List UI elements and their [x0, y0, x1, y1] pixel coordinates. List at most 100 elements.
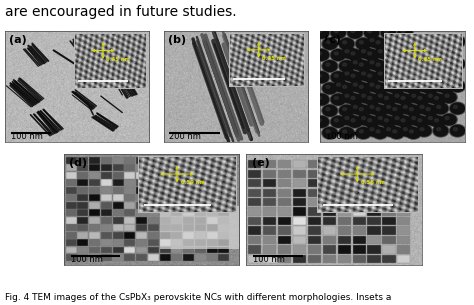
Circle shape: [425, 92, 439, 103]
Bar: [136, 217, 147, 224]
Circle shape: [340, 38, 354, 49]
Bar: [207, 224, 218, 231]
Circle shape: [414, 49, 430, 61]
Circle shape: [442, 114, 456, 125]
Circle shape: [364, 71, 380, 84]
Bar: [89, 224, 100, 231]
Circle shape: [420, 61, 424, 64]
Bar: [160, 202, 171, 209]
Bar: [136, 239, 147, 246]
Circle shape: [391, 69, 407, 81]
Circle shape: [437, 61, 441, 64]
Circle shape: [359, 63, 363, 66]
Bar: [89, 239, 100, 246]
Circle shape: [331, 72, 345, 83]
Circle shape: [362, 72, 365, 75]
Circle shape: [450, 59, 465, 69]
Circle shape: [416, 124, 432, 137]
Circle shape: [322, 38, 338, 50]
Bar: [397, 236, 410, 244]
Bar: [293, 170, 306, 178]
Circle shape: [441, 113, 457, 126]
Bar: [89, 157, 100, 164]
Bar: [160, 157, 171, 164]
Bar: [383, 188, 395, 197]
Circle shape: [401, 96, 405, 99]
Circle shape: [368, 119, 372, 122]
Circle shape: [367, 125, 381, 136]
Bar: [219, 179, 229, 186]
Bar: [293, 179, 306, 187]
Bar: [77, 164, 88, 171]
Circle shape: [442, 47, 456, 58]
Circle shape: [364, 27, 380, 39]
Bar: [219, 164, 229, 171]
Circle shape: [364, 93, 380, 106]
Bar: [148, 217, 159, 224]
Circle shape: [422, 60, 438, 72]
Circle shape: [322, 60, 338, 72]
Circle shape: [348, 72, 362, 83]
Bar: [89, 246, 100, 253]
Circle shape: [430, 71, 447, 84]
Circle shape: [338, 127, 355, 139]
Circle shape: [337, 83, 340, 86]
Circle shape: [372, 127, 388, 139]
Bar: [101, 254, 112, 261]
Circle shape: [375, 70, 389, 81]
Circle shape: [348, 50, 362, 60]
Bar: [160, 231, 171, 239]
Circle shape: [330, 27, 346, 39]
Circle shape: [341, 113, 357, 126]
Bar: [101, 194, 112, 201]
Bar: [207, 217, 218, 224]
Bar: [353, 217, 366, 225]
Circle shape: [348, 94, 362, 105]
Circle shape: [318, 96, 321, 99]
Circle shape: [330, 71, 346, 84]
Circle shape: [318, 30, 321, 33]
Circle shape: [334, 30, 338, 33]
Bar: [101, 239, 112, 246]
Bar: [148, 164, 159, 171]
Bar: [113, 194, 124, 201]
Bar: [101, 187, 112, 194]
Bar: [113, 217, 124, 224]
Circle shape: [405, 127, 421, 139]
Circle shape: [334, 96, 338, 99]
Circle shape: [439, 82, 455, 95]
Circle shape: [323, 127, 337, 138]
Circle shape: [454, 105, 457, 109]
Circle shape: [315, 94, 328, 105]
Circle shape: [399, 80, 415, 92]
Circle shape: [401, 103, 414, 114]
Circle shape: [315, 27, 328, 38]
Circle shape: [318, 119, 321, 122]
Bar: [323, 236, 336, 244]
Circle shape: [405, 82, 421, 95]
Circle shape: [392, 92, 406, 103]
Bar: [353, 245, 366, 254]
Bar: [195, 194, 206, 201]
Circle shape: [382, 72, 395, 83]
Circle shape: [420, 38, 424, 41]
Circle shape: [340, 127, 354, 138]
Circle shape: [315, 50, 328, 60]
Bar: [207, 246, 218, 253]
Circle shape: [431, 117, 446, 127]
Circle shape: [403, 38, 407, 41]
Bar: [367, 226, 381, 235]
Text: 200 nm: 200 nm: [169, 132, 201, 141]
Circle shape: [326, 85, 330, 88]
Bar: [160, 172, 171, 179]
Circle shape: [401, 36, 414, 47]
Circle shape: [367, 59, 381, 69]
Circle shape: [365, 27, 379, 38]
Circle shape: [355, 127, 372, 139]
Circle shape: [359, 108, 363, 111]
Circle shape: [384, 74, 388, 77]
Text: are encouraged in future studies.: are encouraged in future studies.: [5, 5, 237, 19]
Circle shape: [392, 47, 406, 58]
Circle shape: [351, 96, 355, 99]
Circle shape: [326, 63, 330, 66]
